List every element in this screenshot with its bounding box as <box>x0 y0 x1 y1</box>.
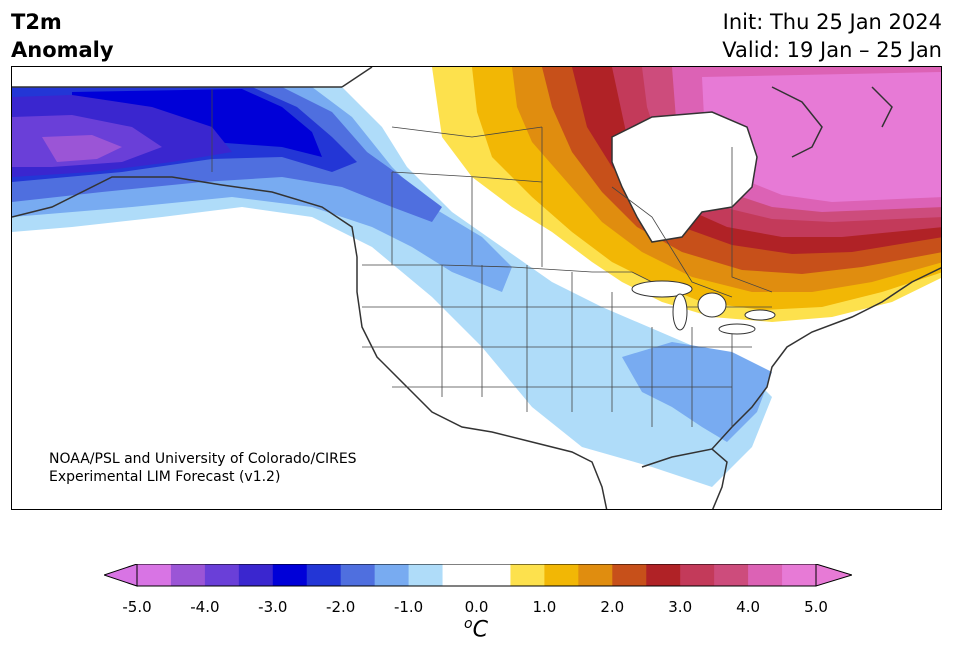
map-svg: NOAA/PSL and University of Colorado/CIRE… <box>12 67 941 509</box>
cold-band-lilac <box>42 135 122 162</box>
colorbar <box>104 564 852 587</box>
credit-line-1: NOAA/PSL and University of Colorado/CIRE… <box>49 451 357 467</box>
colorbar-cell <box>204 564 240 586</box>
warm-band-magenta <box>702 72 941 202</box>
borders <box>211 89 773 427</box>
colorbar-tick-label: 5.0 <box>804 598 828 616</box>
colorbar-tick-label: 2.0 <box>600 598 625 616</box>
unit-superscript: o <box>464 616 473 632</box>
title-line-1: T2m <box>11 10 62 34</box>
colorbar-tick-label: -1.0 <box>393 598 424 616</box>
date-info: Init: Thu 25 Jan 2024 Valid: 19 Jan – 25… <box>722 8 942 64</box>
colorbar-cell <box>748 564 783 586</box>
init-date: Init: Thu 25 Jan 2024 <box>722 10 942 34</box>
colorbar-outline <box>136 564 817 587</box>
colorbar-cell <box>544 564 579 586</box>
colorbar-cell <box>272 564 308 586</box>
valid-range: Valid: 19 Jan – 25 Jan <box>722 38 942 62</box>
colorbar-right-arrow <box>815 564 852 587</box>
colorbar-tick-label: 1.0 <box>532 598 557 616</box>
colorbar-cell <box>510 564 545 586</box>
colorbar-unit: oC <box>464 616 488 642</box>
colorbar-cell <box>714 564 749 586</box>
anomaly-map: NOAA/PSL and University of Colorado/CIRE… <box>11 66 942 510</box>
colorbar-cell <box>680 564 715 586</box>
colorbar-cell <box>306 564 342 586</box>
colorbar-cell <box>137 564 172 586</box>
colorbar-cells <box>137 564 817 586</box>
colorbar-tick-label: 4.0 <box>736 598 761 616</box>
colorbar-cell <box>374 564 410 586</box>
cold-band-se-blue <box>622 342 772 442</box>
colorbar-cell <box>170 564 206 586</box>
colorbar-cell <box>408 564 444 586</box>
colorbar-cell <box>442 564 477 586</box>
colorbar-cell <box>578 564 613 586</box>
colorbar-left-arrow <box>104 564 138 587</box>
colorbar-tick-label: -5.0 <box>122 598 152 616</box>
title-line-2: Anomaly <box>11 38 114 62</box>
colorbar-cell <box>476 564 511 586</box>
coastlines <box>12 67 941 509</box>
credit-line-2: Experimental LIM Forecast (v1.2) <box>49 469 280 485</box>
colorbar-cell <box>612 564 647 586</box>
map-title: T2m Anomaly <box>11 8 114 64</box>
great-lakes <box>631 280 776 335</box>
colorbar-cell <box>238 564 274 586</box>
hudson-bay <box>611 111 758 243</box>
colorbar-tick-label: 0.0 <box>464 598 489 616</box>
colorbar-tick-label: -3.0 <box>258 598 288 616</box>
colorbar-cell <box>646 564 681 586</box>
colorbar-tick-label: 3.0 <box>668 598 693 616</box>
colorbar-cell <box>340 564 376 586</box>
unit-label: C <box>472 617 488 643</box>
colorbar-tick-label: -2.0 <box>326 598 356 616</box>
colorbar-cell <box>782 564 817 586</box>
colorbar-tick-label: -4.0 <box>190 598 220 616</box>
